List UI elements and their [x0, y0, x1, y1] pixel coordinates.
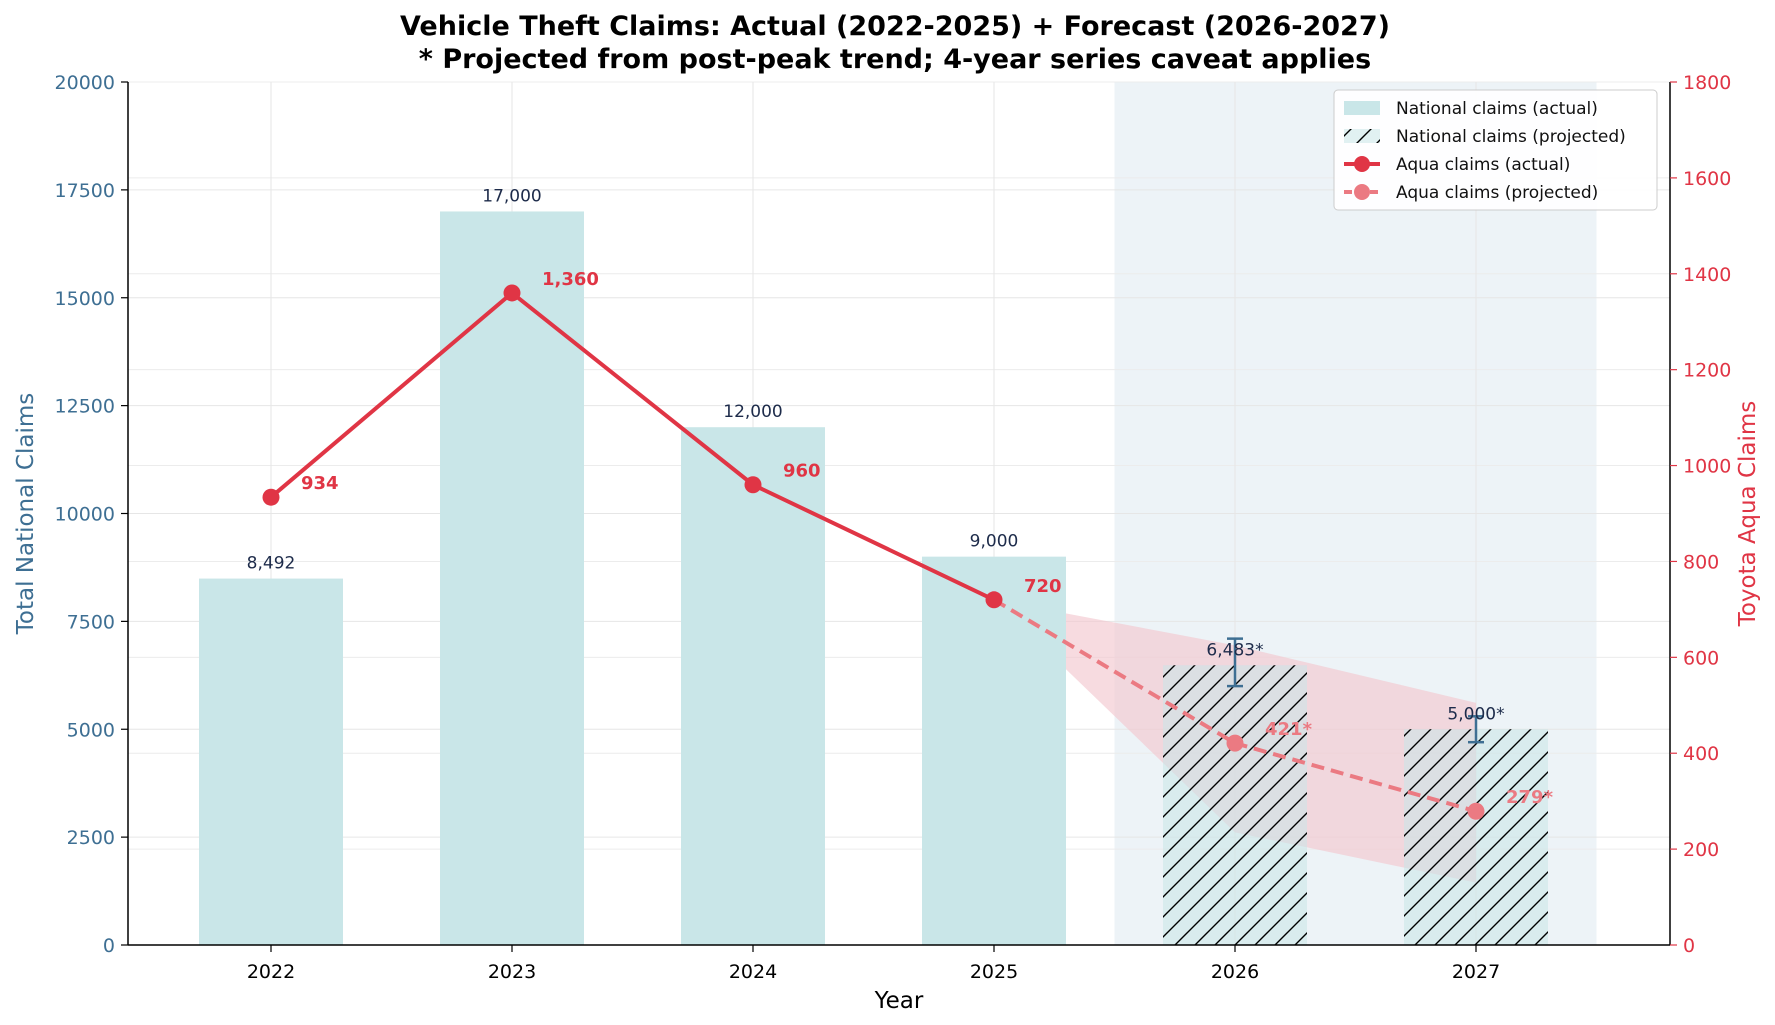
aqua-point-label-2022: 934: [301, 473, 339, 494]
aqua-point-label-2023: 1,360: [542, 269, 599, 290]
legend: National claims (actual) National claims …: [1333, 89, 1658, 211]
legend-swatch-aqua-actual-marker: [1354, 156, 1370, 172]
left-tick-label: 12500: [55, 396, 115, 418]
chart-title-line2: * Projected from post-peak trend; 4-year…: [419, 44, 1371, 75]
aqua-point-2025: [985, 591, 1003, 609]
national-bar-label-2023: 17,000: [482, 186, 541, 206]
aqua-point-label-2027: 279*: [1506, 787, 1554, 808]
right-tick-label: 800: [1683, 551, 1719, 573]
right-tick-label: 0: [1683, 935, 1695, 957]
x-tick-label: 2025: [970, 961, 1018, 983]
aqua-point-2022: [262, 488, 280, 506]
national-bar-label-2025: 9,000: [970, 532, 1019, 552]
legend-label-2: Aqua claims (actual): [1396, 155, 1570, 175]
left-tick-label: 15000: [55, 288, 115, 310]
legend-swatch-aqua-projected-marker: [1354, 184, 1370, 200]
national-bar-2023: [440, 211, 584, 945]
right-tick-label: 1600: [1683, 168, 1731, 190]
right-tick-label: 1400: [1683, 264, 1731, 286]
right-tick-label: 600: [1683, 647, 1719, 669]
left-axis-title: Total National Claims: [13, 393, 39, 636]
right-tick-label: 1800: [1683, 72, 1731, 94]
aqua-point-label-2025: 720: [1024, 576, 1062, 597]
aqua-point-2023: [503, 284, 521, 302]
chart-title-line1: Vehicle Theft Claims: Actual (2022-2025)…: [400, 11, 1390, 42]
x-tick-label: 2022: [247, 961, 295, 983]
national-bar-label-2027: 5,000*: [1447, 704, 1504, 724]
legend-label-1: National claims (projected): [1396, 127, 1626, 147]
national-bar-label-2024: 12,000: [723, 402, 782, 422]
national-bar-2024: [681, 427, 825, 945]
x-axis-title: Year: [874, 988, 924, 1014]
left-tick-label: 2500: [67, 827, 115, 849]
aqua-actual-line: [269, 290, 995, 602]
x-tick-label: 2026: [1211, 961, 1259, 983]
legend-swatch-national-projected: [1344, 129, 1380, 143]
national-bar-2025: [922, 556, 1066, 945]
right-axis-title: Toyota Aqua Claims: [1735, 401, 1761, 628]
left-tick-label: 10000: [55, 504, 115, 526]
left-tick-label: 0: [103, 935, 115, 957]
aqua-point-2024: [744, 476, 762, 494]
legend-swatch-national-actual: [1344, 101, 1380, 115]
national-bar-hatch-2026: [1163, 665, 1307, 945]
left-tick-label: 20000: [55, 72, 115, 94]
left-tick-label: 17500: [55, 180, 115, 202]
x-tick-label: 2024: [729, 961, 777, 983]
left-tick-label: 5000: [67, 719, 115, 741]
aqua-point-label-2024: 960: [783, 461, 821, 482]
national-bar-label-2026: 6,483*: [1206, 640, 1263, 660]
left-tick-label: 7500: [67, 611, 115, 633]
national-bar-2022: [199, 578, 343, 945]
national-bar-hatch-2027: [1404, 729, 1548, 945]
national-error-bar-2027: [1468, 715, 1484, 744]
right-tick-label: 1000: [1683, 456, 1731, 478]
x-tick-label: 2027: [1452, 961, 1500, 983]
right-tick-label: 400: [1683, 743, 1719, 765]
aqua-point-label-2026: 421*: [1265, 719, 1313, 740]
right-tick-label: 200: [1683, 839, 1719, 861]
legend-label-0: National claims (actual): [1396, 99, 1598, 119]
national-error-bar-2026: [1227, 637, 1243, 688]
right-tick-label: 1200: [1683, 360, 1731, 382]
x-tick-label: 2023: [488, 961, 536, 983]
aqua-point-2027: [1467, 802, 1485, 820]
aqua-point-2026: [1226, 734, 1244, 752]
legend-label-3: Aqua claims (projected): [1396, 183, 1598, 203]
national-bar-label-2022: 8,492: [247, 554, 296, 574]
